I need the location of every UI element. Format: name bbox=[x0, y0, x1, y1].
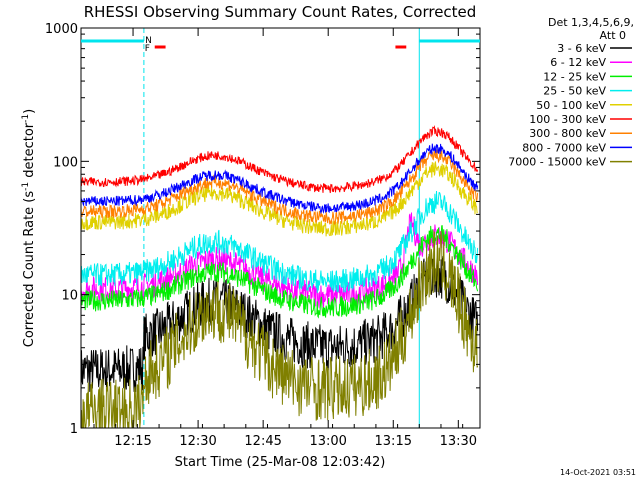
legend-label: 100 - 300 keV bbox=[529, 113, 606, 126]
x-tick-label: 12:45 bbox=[244, 434, 281, 449]
series-3-6kev bbox=[80, 250, 479, 395]
series-50-100kev bbox=[80, 161, 478, 237]
plot-frame bbox=[80, 27, 481, 429]
chart-title: RHESSI Observing Summary Count Rates, Co… bbox=[84, 3, 477, 21]
flag-markers: NF bbox=[81, 36, 480, 54]
y-tick-label: 10 bbox=[61, 289, 78, 304]
x-tick-label: 13:00 bbox=[309, 434, 346, 449]
plot-data bbox=[80, 28, 481, 429]
series-100-300kev bbox=[80, 125, 479, 194]
series-25-50kev bbox=[80, 190, 479, 293]
legend-header-2: Att 0 bbox=[600, 29, 626, 42]
y-tick-label: 1 bbox=[70, 422, 78, 437]
x-tick-label: 12:30 bbox=[179, 434, 216, 449]
legend-label: 6 - 12 keV bbox=[550, 56, 606, 69]
legend-label: 12 - 25 keV bbox=[543, 70, 606, 83]
series-7000-15000kev bbox=[80, 229, 479, 429]
x-tick-label: 12:15 bbox=[114, 434, 151, 449]
flag-label-n: N bbox=[145, 36, 152, 46]
flag-label-f: F bbox=[145, 44, 150, 54]
x-axis-label: Start Time (25-Mar-08 12:03:42) bbox=[175, 455, 386, 470]
legend-header-1: Det 1,3,4,5,6,9, bbox=[548, 16, 634, 29]
x-axis: 12:15 12:30 12:45 13:00 13:15 13:30 bbox=[93, 28, 477, 449]
y-axis: 1 10 100 1000 bbox=[45, 22, 480, 437]
y-tick-label: 1000 bbox=[45, 22, 78, 37]
legend-label: 300 - 800 keV bbox=[529, 127, 606, 140]
legend-label: 50 - 100 keV bbox=[536, 99, 606, 112]
series-300-800kev bbox=[80, 149, 479, 225]
x-tick-label: 13:15 bbox=[375, 434, 412, 449]
y-tick-label: 100 bbox=[53, 155, 78, 170]
series-800-7000kev bbox=[80, 143, 479, 215]
legend-label: 7000 - 15000 keV bbox=[508, 156, 606, 169]
series-6-12kev bbox=[80, 212, 479, 309]
legend-label: 3 - 6 keV bbox=[557, 42, 606, 55]
timestamp: 14-Oct-2021 03:51 bbox=[560, 468, 636, 477]
y-axis-label: Corrected Count Rate (s-1 detector-1) bbox=[21, 109, 37, 347]
series-12-25kev bbox=[80, 225, 479, 319]
legend-label: 25 - 50 keV bbox=[543, 85, 606, 98]
legend-label: 800 - 7000 keV bbox=[522, 141, 606, 154]
x-tick-label: 13:30 bbox=[440, 434, 477, 449]
